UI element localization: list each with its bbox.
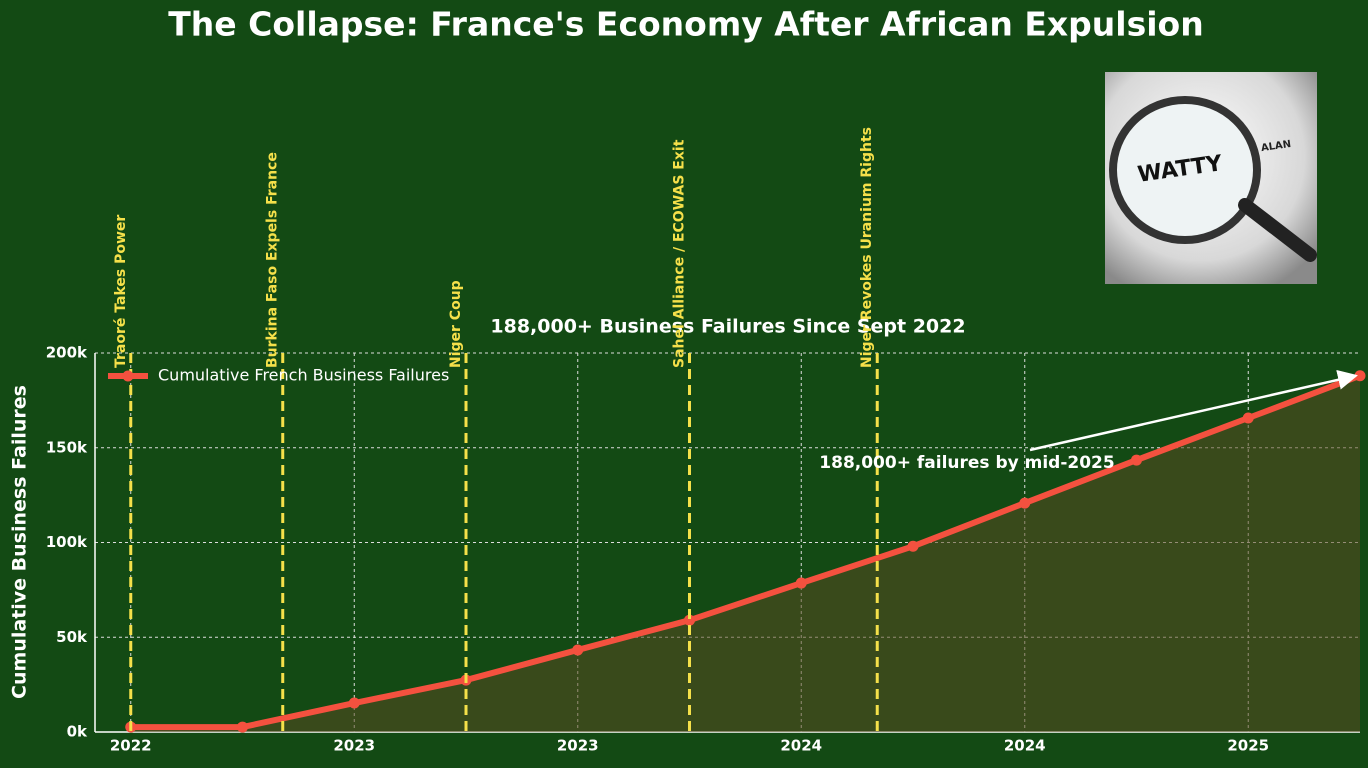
- legend-marker: [122, 370, 134, 382]
- event-label: Niger Coup: [448, 280, 464, 368]
- chart-title: The Collapse: France's Economy After Afr…: [168, 5, 1203, 44]
- y-tick-label: 150k: [46, 438, 88, 456]
- x-tick-label: 2024: [780, 737, 822, 755]
- point: [1019, 497, 1031, 509]
- x-tick-label: 2025: [1227, 737, 1269, 755]
- point: [795, 577, 807, 589]
- event-label: Traoré Takes Power: [113, 215, 129, 368]
- x-tick-label: 2022: [110, 737, 152, 755]
- x-tick-label: 2023: [333, 737, 375, 755]
- point: [907, 540, 919, 552]
- y-tick-label: 50k: [56, 628, 88, 646]
- logo-lens: [1109, 96, 1261, 244]
- y-tick-label: 100k: [46, 533, 88, 551]
- event-label: Burkina Faso Expels France: [265, 152, 281, 368]
- point: [237, 721, 249, 733]
- point: [348, 697, 360, 709]
- event-label: Niger Revokes Uranium Rights: [859, 127, 875, 368]
- point: [1354, 370, 1366, 382]
- y-axis-label: Cumulative Business Failures: [9, 385, 31, 699]
- event-label: Sahel Alliance / ECOWAS Exit: [672, 139, 688, 368]
- point: [1131, 454, 1143, 466]
- point: [1242, 412, 1254, 424]
- y-tick-label: 0k: [67, 723, 88, 741]
- y-tick-label: 200k: [46, 344, 88, 362]
- legend: Cumulative French Business Failures: [108, 366, 449, 385]
- x-tick-label: 2023: [557, 737, 599, 755]
- logo-handle: [1238, 198, 1317, 262]
- annotation-arrow: [1029, 369, 1358, 452]
- legend-label: Cumulative French Business Failures: [158, 366, 449, 385]
- point: [684, 614, 696, 626]
- x-tick-label: 2024: [1004, 737, 1046, 755]
- logo: WATTY ALAN: [1105, 72, 1317, 284]
- logo-subtext: ALAN: [1260, 139, 1291, 154]
- annotation: 188,000+ failures by mid-2025: [819, 453, 1114, 473]
- line: [130, 372, 1362, 731]
- area: [130, 375, 1360, 732]
- point: [572, 644, 584, 656]
- subtitle: 188,000+ Business Failures Since Sept 20…: [490, 316, 965, 338]
